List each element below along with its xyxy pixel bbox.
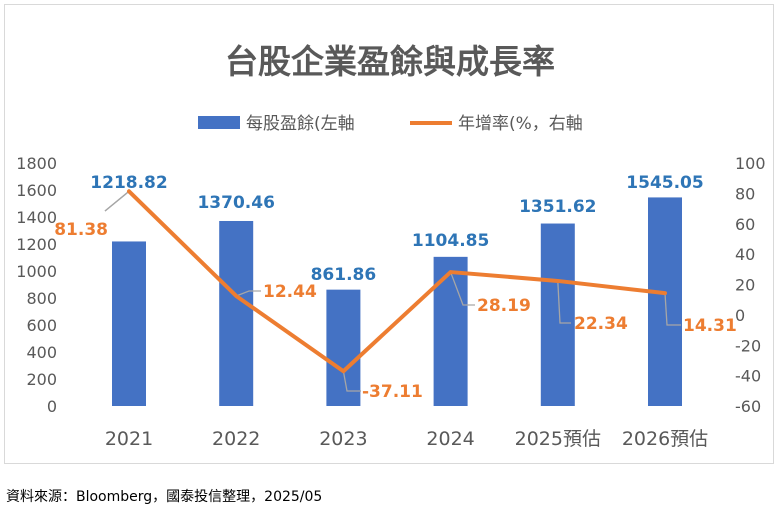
left-tick-label: 1200 [16, 235, 57, 254]
bar-label: 1351.62 [519, 197, 596, 217]
bars [112, 197, 682, 406]
right-tick-label: 40 [735, 245, 755, 264]
left-tick-label: 400 [26, 343, 57, 362]
bar [219, 220, 254, 406]
left-tick-label: 1600 [16, 181, 57, 200]
legend-bar-swatch [198, 116, 240, 129]
bar [433, 256, 468, 406]
leader-line [235, 290, 261, 297]
line-label: -37.11 [362, 382, 423, 402]
bar [326, 289, 361, 406]
bar-label: 1104.85 [412, 231, 489, 251]
left-tick-label: 800 [26, 289, 57, 308]
right-tick-label: 20 [735, 276, 755, 295]
line-label: 14.31 [683, 316, 737, 336]
line-label: 22.34 [574, 314, 628, 334]
leader-line [557, 280, 571, 324]
bar-label: 1370.46 [197, 193, 274, 213]
chart-frame: 台股企業盈餘與成長率 每股盈餘(左軸 年增率(%，右軸 0 200 400 600 80… [4, 4, 774, 464]
growth-line [127, 189, 667, 374]
growth-line-layer [127, 189, 667, 374]
left-tick-label: 1400 [16, 208, 57, 227]
left-axis-ticks: 0 200 400 600 800 1000 1200 1400 1600 1800 [16, 154, 57, 416]
right-axis-ticks: -60 -40 -20 0 20 40 60 80 100 [735, 154, 766, 416]
category-label: 2025預估 [515, 428, 601, 450]
source-note: 資料來源：Bloomberg，國泰投信整理，2025/05 [6, 489, 323, 505]
legend: 每股盈餘(左軸 年增率(%，右軸 [198, 114, 583, 134]
line-labels: 81.38 12.44 -37.11 28.19 22.34 14.31 [54, 220, 737, 402]
left-tick-label: 1800 [16, 154, 57, 173]
right-tick-label: 80 [735, 184, 755, 203]
category-label: 2024 [426, 428, 474, 450]
bar [112, 241, 146, 406]
leader-lines [104, 190, 681, 392]
line-label: 12.44 [263, 282, 317, 302]
bar-label: 1545.05 [626, 173, 703, 193]
right-tick-label: 60 [735, 215, 755, 234]
legend-line-label: 年增率(%，右軸 [458, 114, 583, 134]
bar [540, 223, 575, 406]
left-tick-label: 600 [26, 316, 57, 335]
leader-line [664, 293, 681, 326]
category-label: 2026預估 [622, 428, 708, 450]
line-label: 28.19 [477, 296, 531, 316]
left-tick-label: 0 [47, 397, 57, 416]
bar-labels: 1218.82 1370.46 861.86 1104.85 1351.62 1545.0… [90, 173, 703, 285]
right-tick-label: 100 [735, 154, 766, 173]
leader-line [449, 271, 475, 306]
category-label: 2021 [105, 428, 153, 450]
chart-title: 台股企業盈餘與成長率 [225, 42, 555, 81]
legend-bar-label: 每股盈餘(左軸 [246, 114, 355, 134]
right-tick-label: 0 [735, 306, 745, 325]
right-tick-label: -20 [735, 336, 761, 355]
line-label: 81.38 [54, 220, 108, 240]
bar-label: 1218.82 [90, 173, 167, 193]
leader-line [104, 190, 130, 212]
left-tick-label: 1000 [16, 262, 57, 281]
left-tick-label: 200 [26, 370, 57, 389]
category-labels: 2021 2022 2023 2024 2025預估 2026預估 [105, 428, 708, 450]
leader-line [342, 371, 361, 392]
category-label: 2022 [212, 428, 260, 450]
right-tick-label: -40 [735, 367, 761, 386]
right-tick-label: -60 [735, 397, 761, 416]
chart-svg: 台股企業盈餘與成長率 每股盈餘(左軸 年增率(%，右軸 020040060080… [16, 42, 766, 450]
category-label: 2023 [319, 428, 367, 450]
bar-label: 861.86 [311, 265, 377, 285]
